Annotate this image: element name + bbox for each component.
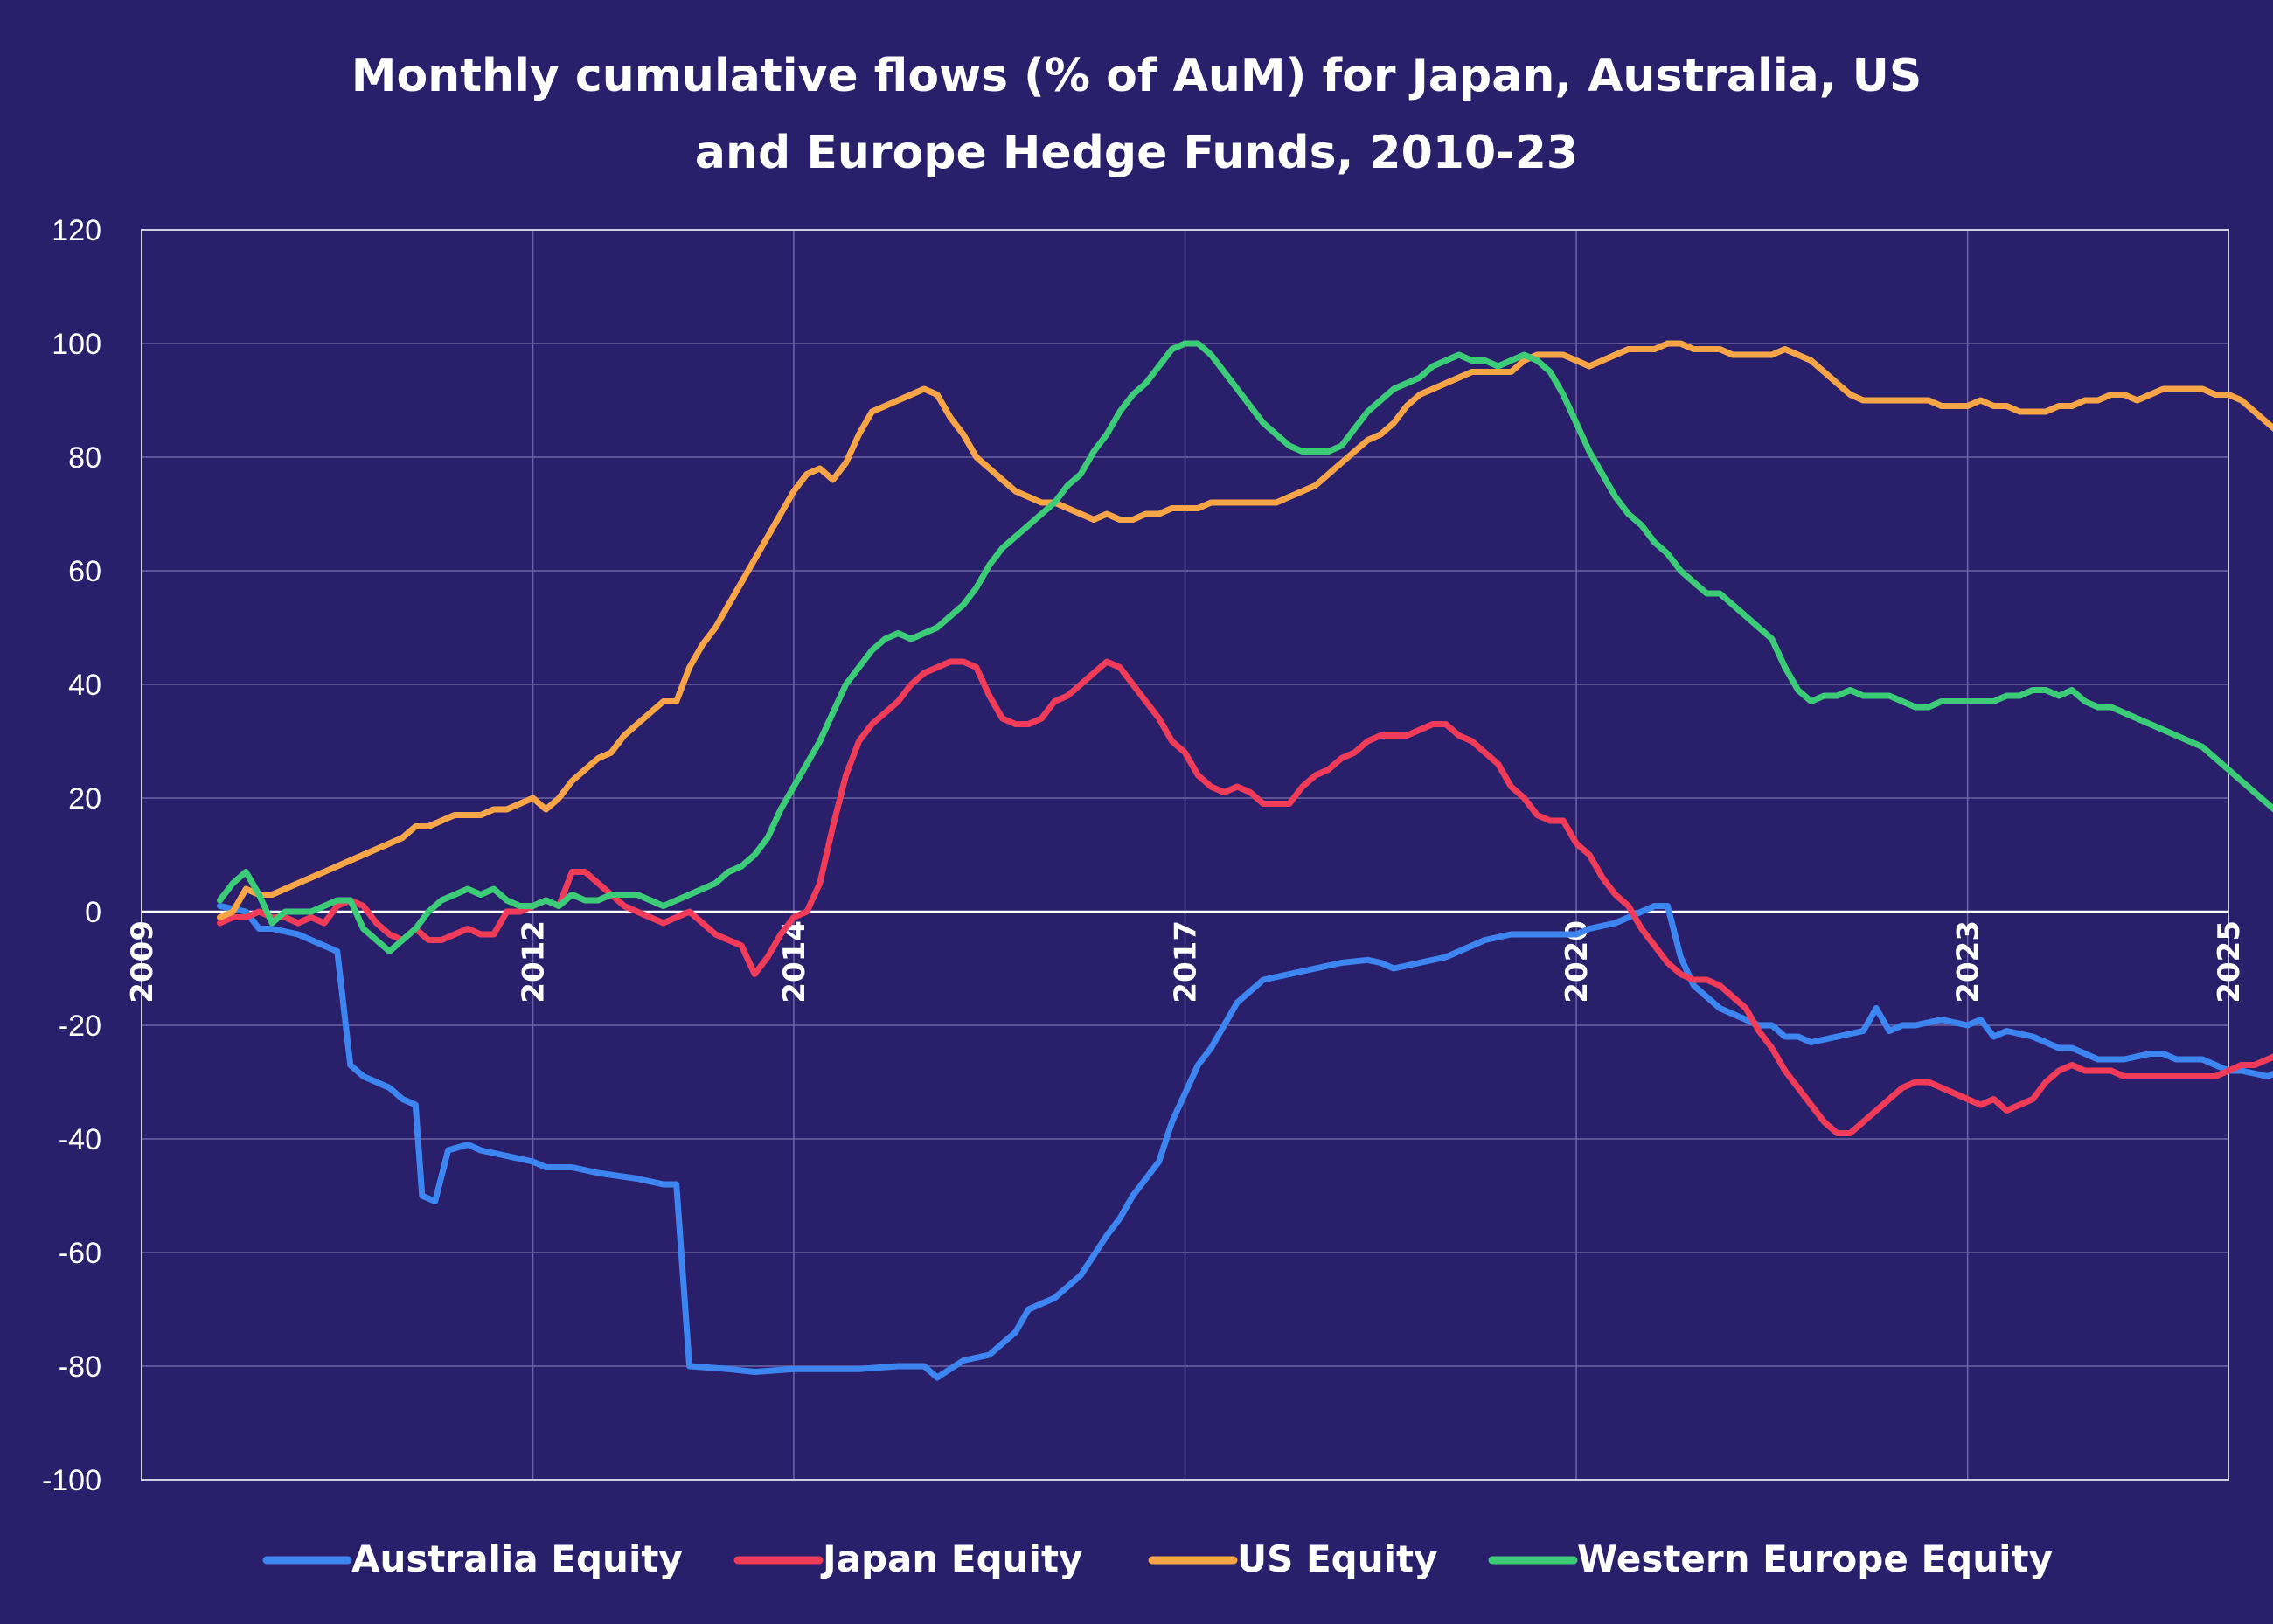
legend-item-japan-equity: Japan Equity (733, 1537, 1082, 1580)
legend-label-us-equity: US Equity (1237, 1537, 1437, 1580)
y-tick-label: -40 (59, 1123, 101, 1156)
plot-area-border (141, 229, 2229, 1481)
y-axis-tick-labels: 120 100 80 60 40 20 0 -20 -40 -60 -80 -100 (42, 214, 101, 1497)
y-tick-label: -60 (59, 1237, 101, 1270)
legend-label-western-europe-equity: Western Europe Equity (1577, 1537, 2053, 1580)
y-tick-label: -80 (59, 1350, 101, 1384)
y-tick-label: 100 (52, 328, 101, 361)
series-line-australia-equity (217, 903, 2273, 1381)
y-tick-label: 60 (68, 555, 101, 588)
y-tick-label: 20 (68, 782, 101, 815)
legend-item-us-equity: US Equity (1148, 1537, 1437, 1580)
chart-title-line-1: Monthly cumulative flows (% of AuM) for … (351, 50, 1922, 102)
legend: Australia Equity Japan Equity US Equity … (262, 1537, 2053, 1580)
series-line-western-europe-equity (217, 340, 2273, 954)
x-tick-label: 2025 (2212, 920, 2247, 1003)
y-tick-label: 0 (85, 896, 101, 929)
legend-item-western-europe-equity: Western Europe Equity (1488, 1537, 2053, 1580)
x-tick-label: 2012 (517, 920, 552, 1003)
chart-title-line-2: and Europe Hedge Funds, 2010-23 (695, 127, 1578, 179)
x-tick-label: 2023 (1951, 920, 1986, 1003)
legend-label-japan-equity: Japan Equity (820, 1537, 1082, 1580)
y-tick-label: -100 (42, 1464, 101, 1497)
y-tick-label: 80 (68, 441, 101, 475)
x-tick-label: 2017 (1169, 920, 1204, 1003)
series-lines (217, 340, 2273, 1381)
legend-label-australia-equity: Australia Equity (351, 1537, 683, 1580)
legend-item-australia-equity: Australia Equity (262, 1537, 683, 1580)
series-line-us-equity (217, 340, 2273, 920)
series-line-japan-equity (217, 658, 2273, 1136)
y-tick-label: 120 (52, 214, 101, 247)
y-tick-label: -20 (59, 1010, 101, 1043)
y-tick-label: 40 (68, 669, 101, 702)
x-tick-label: 2009 (125, 920, 160, 1003)
